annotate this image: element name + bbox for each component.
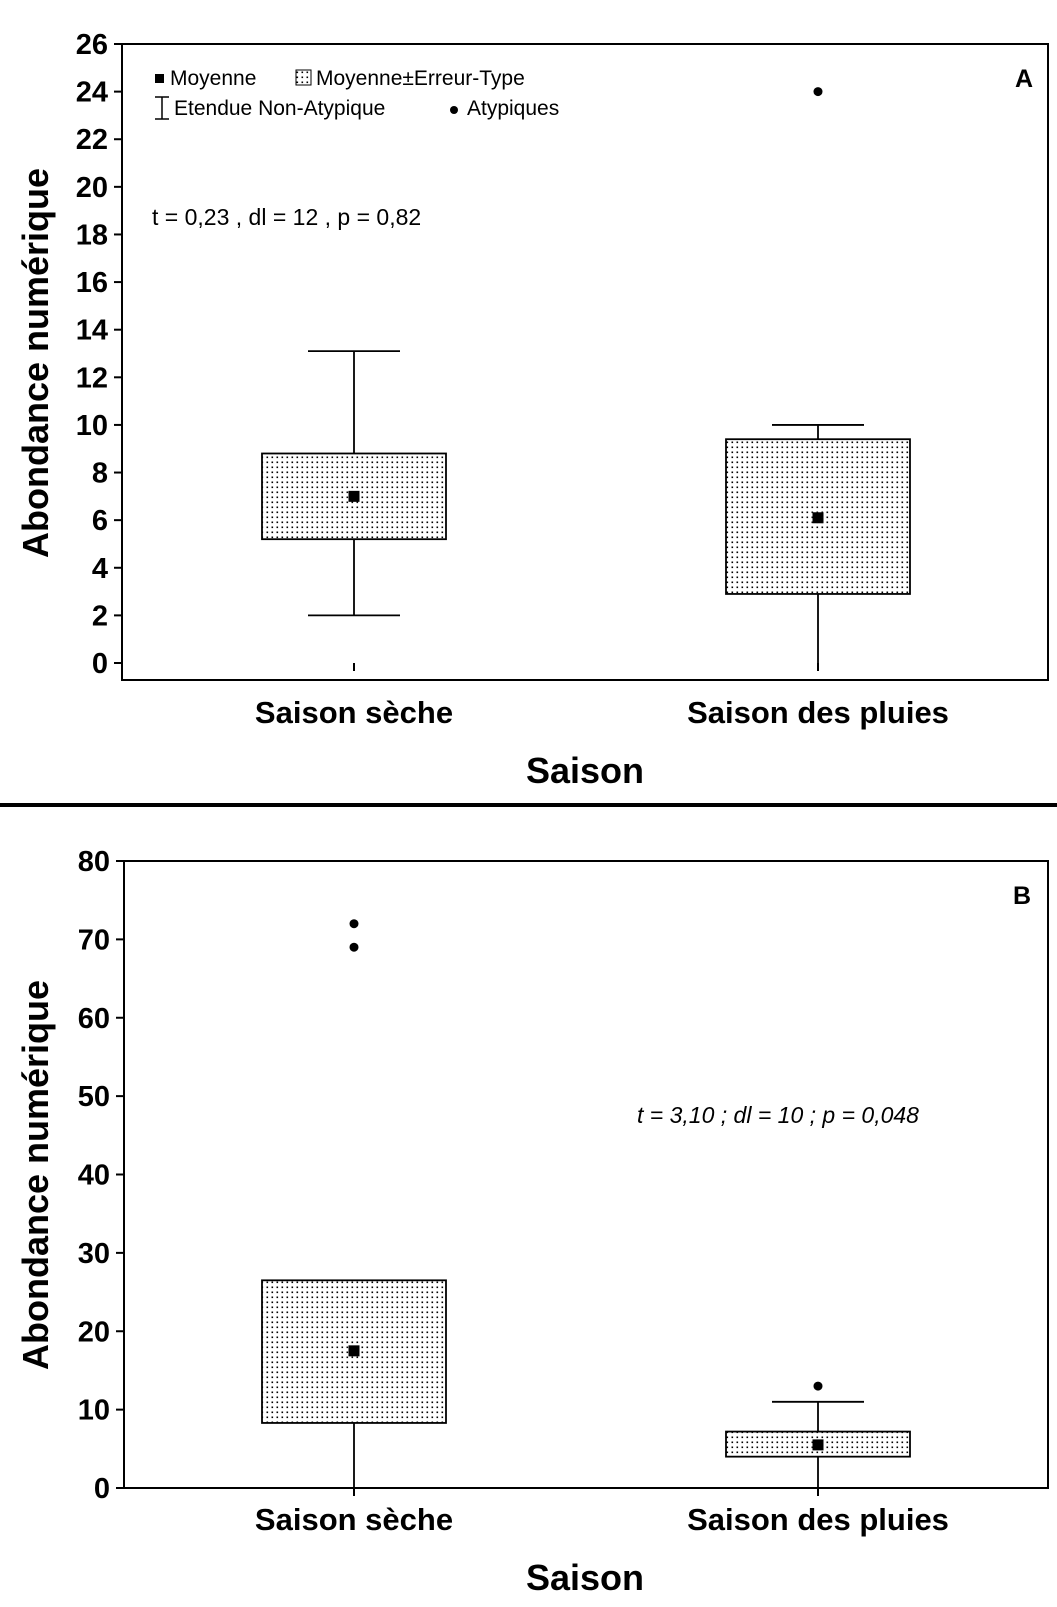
y-tick-label-a: 26 [76, 29, 108, 61]
x-axis-label-a: Saison [526, 750, 644, 791]
mean-marker [812, 1439, 824, 1451]
stat-annotation-b: t = 3,10 ; dl = 10 ; p = 0,048 [637, 1102, 919, 1128]
y-tick-label-a: 22 [76, 124, 108, 156]
y-tick-label-a: 6 [92, 505, 108, 537]
legend: Moyenne Moyenne±Erreur-Type Etendue Non-… [155, 67, 559, 120]
outlier-point [813, 87, 823, 97]
legend-entry-se: Moyenne±Erreur-Type [316, 67, 525, 90]
legend-se-swatch [295, 69, 312, 86]
y-tick-label-a: 20 [76, 172, 108, 204]
legend-entry-mean: Moyenne [170, 67, 256, 90]
y-tick-label-b: 10 [78, 1395, 110, 1427]
mean-marker [348, 490, 360, 502]
y-tick-label-a: 4 [92, 553, 108, 585]
y-tick-label-a: 14 [76, 315, 108, 347]
y-tick-label-b: 40 [78, 1160, 110, 1192]
outlier-point [349, 942, 359, 952]
legend-entry-outliers: Atypiques [467, 97, 559, 120]
y-axis-label-a: Abondance numérique [15, 168, 56, 558]
y-tick-label-b: 30 [78, 1238, 110, 1270]
mean-marker [812, 512, 824, 524]
legend-whisker-marker [155, 96, 169, 120]
y-tick-label-a: 12 [76, 362, 108, 394]
plot-frame-a [121, 43, 1049, 681]
legend-outlier-marker [450, 106, 458, 114]
y-tick-label-a: 10 [76, 410, 108, 442]
y-tick-label-b: 70 [78, 924, 110, 956]
x-tick-label-b-0: Saison sèche [255, 1502, 453, 1537]
stat-annotation-a: t = 0,23 , dl = 12 , p = 0,82 [152, 204, 421, 230]
y-ticks-b: 0 10 20 30 40 50 60 70 80 [78, 846, 819, 1505]
x-tick-label-a-0: Saison sèche [255, 695, 453, 730]
boxes-b [261, 919, 911, 1488]
y-tick-label-a: 2 [92, 600, 108, 632]
y-axis-label-b: Abondance numérique [15, 980, 56, 1370]
panel-label-a: A [1015, 65, 1033, 93]
boxes-a [261, 87, 911, 663]
panel-label-b: B [1013, 882, 1031, 910]
y-tick-label-a: 18 [76, 219, 108, 251]
outlier-point [349, 919, 359, 929]
y-tick-label-b: 50 [78, 1081, 110, 1113]
legend-entry-range: Etendue Non-Atypique [174, 97, 385, 120]
y-tick-label-b: 80 [78, 846, 110, 878]
se-box [261, 1279, 447, 1424]
y-tick-label-a: 8 [92, 458, 108, 490]
legend-mean-marker [155, 74, 164, 83]
outlier-point [813, 1381, 823, 1391]
y-tick-label-b: 20 [78, 1316, 110, 1348]
x-axis-label-b: Saison [526, 1557, 644, 1598]
y-tick-label-b: 0 [94, 1473, 110, 1505]
y-tick-label-a: 0 [92, 648, 108, 680]
y-tick-label-a: 16 [76, 267, 108, 299]
y-tick-label-a: 24 [76, 77, 108, 109]
mean-marker [348, 1345, 360, 1357]
x-tick-label-b-1: Saison des pluies [687, 1502, 949, 1537]
y-tick-label-b: 60 [78, 1003, 110, 1035]
x-tick-label-a-1: Saison des pluies [687, 695, 949, 730]
chart-panel-b: 0 10 20 30 40 50 60 70 80 B t = 3,10 ; dl = 10 ;… [15, 846, 1049, 1598]
